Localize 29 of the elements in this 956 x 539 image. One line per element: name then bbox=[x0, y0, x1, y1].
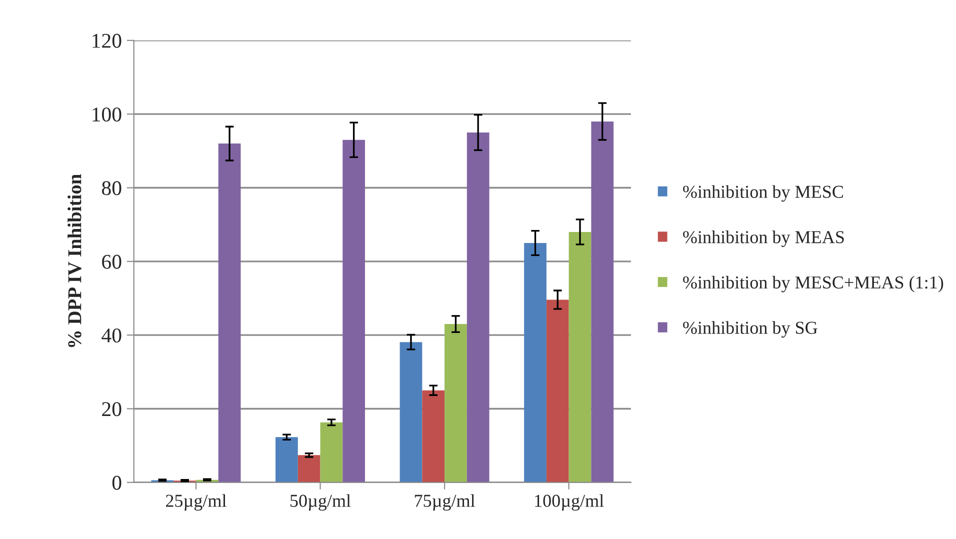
y-tick-label: 60 bbox=[102, 254, 122, 269]
legend-label: %inhibition by MESC+MEAS (1:1) bbox=[683, 276, 944, 292]
x-tick-label: 50µg/ml bbox=[290, 494, 351, 511]
bar bbox=[400, 342, 422, 482]
y-tick-label: 80 bbox=[102, 181, 122, 196]
y-tick-label: 20 bbox=[102, 402, 122, 416]
bar bbox=[591, 121, 614, 482]
bar bbox=[466, 132, 490, 482]
bar bbox=[524, 243, 546, 482]
bar bbox=[422, 390, 445, 482]
y-tick-label: 120 bbox=[92, 34, 122, 48]
y-axis-title: % DPP IV Inhibition bbox=[68, 174, 82, 348]
legend-label: %inhibition by MESC bbox=[683, 185, 843, 202]
bar bbox=[444, 324, 467, 482]
bar bbox=[342, 140, 365, 482]
bar bbox=[298, 455, 320, 482]
y-tick-label: 40 bbox=[102, 328, 122, 343]
bar bbox=[546, 300, 569, 482]
legend-label: %inhibition by MEAS bbox=[683, 230, 844, 247]
x-tick-label: 75µg/ml bbox=[414, 494, 475, 511]
bar bbox=[218, 144, 241, 482]
x-tick-label: 25µg/ml bbox=[166, 494, 226, 511]
x-tick-label: 100µg/ml bbox=[535, 494, 604, 511]
bar bbox=[568, 232, 592, 482]
legend-label: %inhibition by SG bbox=[683, 321, 818, 338]
y-tick-label: 0 bbox=[112, 476, 122, 490]
y-tick-label: 100 bbox=[92, 107, 122, 122]
bar bbox=[276, 437, 298, 482]
bar bbox=[320, 422, 343, 482]
